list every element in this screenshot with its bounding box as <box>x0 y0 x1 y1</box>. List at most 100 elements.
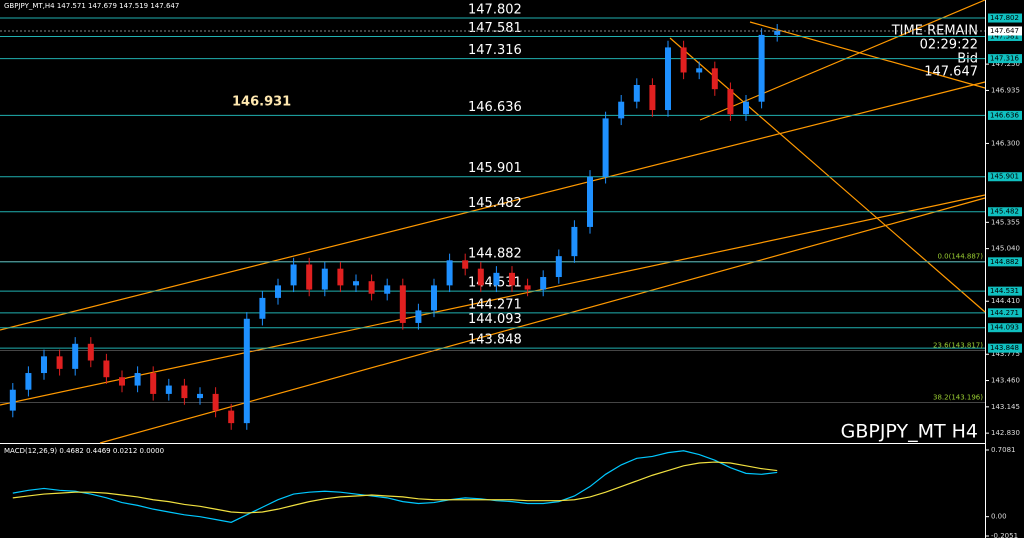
fib-label: 38.2(143.196) <box>933 394 983 402</box>
candle-body <box>711 68 718 90</box>
candle-body <box>665 47 671 111</box>
level-box-label: 145.482 <box>990 208 1019 216</box>
fib-label: 0.0(144.887) <box>937 252 983 260</box>
candle-body <box>602 118 609 177</box>
level-label: 144.882 <box>468 246 522 261</box>
candle-body <box>56 356 63 369</box>
level-box <box>988 110 1022 120</box>
y-tick-label: 145.355 <box>991 218 1020 226</box>
candle-body <box>696 68 703 73</box>
trend-line <box>669 37 986 313</box>
y-tick-label: 145.040 <box>991 245 1020 253</box>
y-tick-label: 146.935 <box>991 86 1020 94</box>
candle-body <box>275 285 281 298</box>
y-tick-label: 143.460 <box>991 377 1020 385</box>
level-box <box>988 286 1022 296</box>
candle-body <box>181 385 188 399</box>
candle-body <box>477 268 484 286</box>
level-box-label: 145.901 <box>990 173 1019 181</box>
trend-line <box>0 81 986 331</box>
candle-body <box>555 256 562 278</box>
level-label: 143.848 <box>468 333 522 348</box>
level-box <box>988 257 1022 267</box>
candle-body <box>384 285 391 294</box>
candle-body <box>446 260 453 286</box>
candle-body <box>633 84 640 102</box>
candle-body <box>680 47 687 73</box>
level-box-label: 147.802 <box>990 14 1019 22</box>
candle-body <box>587 176 593 227</box>
candle-body <box>259 297 266 319</box>
level-box-label: 144.531 <box>990 287 1019 295</box>
level-label: 145.901 <box>468 161 522 176</box>
level-box-label: 143.848 <box>990 344 1019 352</box>
candle-body <box>337 268 344 286</box>
candle-body <box>368 281 375 294</box>
level-box <box>988 31 1022 41</box>
level-box <box>988 54 1022 64</box>
candle-body <box>9 389 16 411</box>
level-label: 144.093 <box>468 312 522 327</box>
candle-body <box>87 343 94 361</box>
candle-body <box>493 272 500 286</box>
level-box <box>988 343 1022 353</box>
candle-body <box>509 272 515 286</box>
candle-body <box>431 285 437 311</box>
macd-y-tick-label: -0.2051 <box>991 532 1018 538</box>
level-box <box>988 13 1022 23</box>
trend-line <box>699 0 986 121</box>
candle-body <box>103 360 110 378</box>
candle-body <box>743 101 749 115</box>
candle-body <box>41 356 47 374</box>
bid-value: 147.647 <box>924 65 978 80</box>
trend-line <box>0 194 986 406</box>
candle-body <box>290 264 297 286</box>
macd-title: MACD(12,26,9) 0.4682 0.4469 0.0212 0.000… <box>4 447 164 455</box>
candle-body <box>758 34 765 102</box>
fib-label: 23.6(143.817) <box>933 342 983 350</box>
candle-body <box>228 410 235 424</box>
symbol-label: GBPJPY_MT H4 <box>841 421 978 443</box>
macd-y-tick-label: 0.00 <box>991 513 1007 521</box>
macd-line <box>12 450 778 523</box>
y-tick-label: 147.250 <box>991 60 1020 68</box>
level-box <box>988 323 1022 333</box>
candle-body <box>134 373 141 386</box>
level-box <box>988 308 1022 318</box>
candle-body <box>150 373 157 394</box>
candle-body <box>462 260 469 269</box>
level-label: 144.271 <box>468 297 522 312</box>
candle-body <box>524 285 531 290</box>
level-box-label: 147.316 <box>990 55 1019 63</box>
level-label: 147.802 <box>468 3 522 18</box>
level-box-label: 144.882 <box>990 258 1019 266</box>
candle-body <box>399 285 406 323</box>
level-label: 145.482 <box>468 196 522 211</box>
trend-line <box>749 21 986 89</box>
time-remain-label: TIME REMAIN <box>891 24 978 39</box>
candle-body <box>649 84 656 111</box>
candle-body <box>119 377 125 386</box>
chart-header: GBPJPY_MT,H4 147.571 147.679 147.519 147… <box>4 2 179 10</box>
level-label: 147.316 <box>468 43 522 58</box>
bid-box-label: 147.647 <box>990 27 1019 35</box>
level-box-label: 144.093 <box>990 324 1019 332</box>
macd-y-tick-label: 0.7081 <box>991 446 1016 454</box>
level-box-label: 146.636 <box>990 111 1019 119</box>
level-label: 146.636 <box>468 100 522 115</box>
y-tick-label: 146.300 <box>991 139 1020 147</box>
macd-line <box>12 461 778 514</box>
candle-body <box>165 385 172 394</box>
bid-box <box>988 26 1022 36</box>
candle-body <box>25 373 32 390</box>
candle-body <box>571 226 578 257</box>
level-box-label: 144.271 <box>990 309 1019 317</box>
level-label: 147.581 <box>468 21 522 36</box>
level-box <box>988 207 1022 217</box>
y-tick-label: 143.775 <box>991 350 1020 358</box>
level-box-label: 147.581 <box>990 32 1019 40</box>
candle-body <box>72 343 79 369</box>
candle-body <box>540 277 547 290</box>
